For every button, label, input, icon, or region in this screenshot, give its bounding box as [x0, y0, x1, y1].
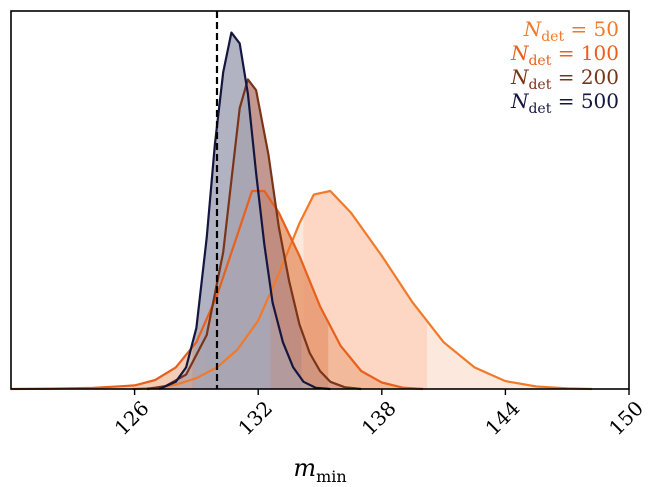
line-n-det-50	[132, 189, 592, 391]
line-n-det-100	[10, 189, 424, 391]
x-tick-label: 132	[233, 396, 277, 440]
plot-frame	[10, 10, 630, 390]
legend-item-n-det-50: Ndet = 50	[523, 17, 619, 45]
x-axis-label-subscript: min	[316, 467, 347, 486]
x-axis-label: mmin	[293, 454, 346, 486]
density-lines	[10, 31, 592, 391]
legend-item-n-det-100: Ndet = 100	[510, 41, 619, 69]
line-n-det-200	[146, 78, 362, 391]
x-tick-label: 138	[357, 396, 401, 440]
line-n-det-500	[158, 31, 331, 391]
x-axis-label-symbol: m	[293, 454, 316, 482]
x-tick-label: 144	[480, 396, 524, 440]
density-areas	[11, 32, 592, 390]
x-axis-ticks: 126 132 138 144 150	[110, 389, 648, 440]
legend-item-n-det-500: Ndet = 500	[510, 89, 619, 117]
x-tick-label: 150	[604, 396, 648, 440]
x-tick-label: 126	[110, 396, 154, 440]
legend-item-n-det-200: Ndet = 200	[510, 65, 619, 93]
